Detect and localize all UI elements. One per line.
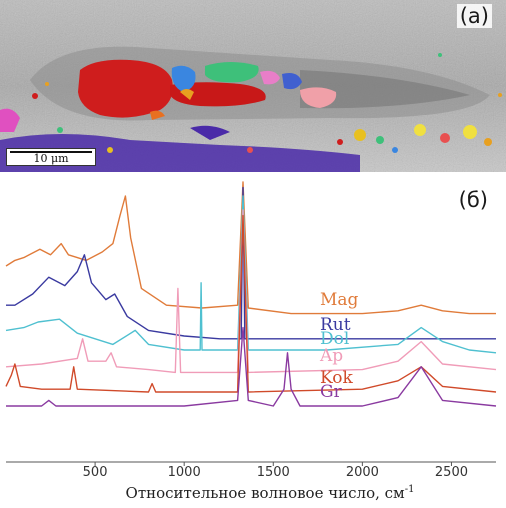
series-label-rut: Rut: [320, 314, 351, 335]
x-axis-title: Относительное волновое число, см-1: [70, 484, 470, 502]
series-line-mag: [5, 181, 496, 315]
series-label-dol: Dol: [320, 328, 350, 349]
panel-a-label: (a): [456, 4, 492, 28]
series-label-gr: Gr: [320, 382, 342, 402]
x-tick-label: 2500: [434, 465, 468, 480]
series-line-kok: [5, 214, 497, 393]
series-line-rut: [6, 186, 496, 340]
x-axis-title-superscript: -1: [404, 484, 415, 495]
series-line-ap: [5, 209, 497, 374]
micrograph-image: [0, 0, 506, 172]
x-tick-label: 1500: [256, 465, 290, 480]
scale-bar-line: [10, 151, 92, 153]
x-axis-title-text: Относительное волновое число, см: [125, 484, 405, 502]
x-tick-label: 500: [82, 465, 108, 480]
series-label-ap: Ap: [320, 345, 344, 366]
x-tick-label: 2000: [345, 465, 379, 480]
series-line-dol: [5, 195, 497, 354]
series-line-gr: [6, 326, 497, 407]
raman-map-micrograph: (a) 10 μm: [0, 0, 506, 172]
scale-bar: 10 μm: [6, 148, 96, 166]
raman-spectra-chart: [5, 181, 497, 466]
scale-bar-text: 10 μm: [33, 152, 69, 165]
x-tick-label: 1000: [167, 465, 201, 480]
panel-b-label: (б): [458, 188, 488, 212]
series-label-mag: Mag: [320, 289, 359, 310]
series-label-kok: Kok: [320, 368, 353, 388]
